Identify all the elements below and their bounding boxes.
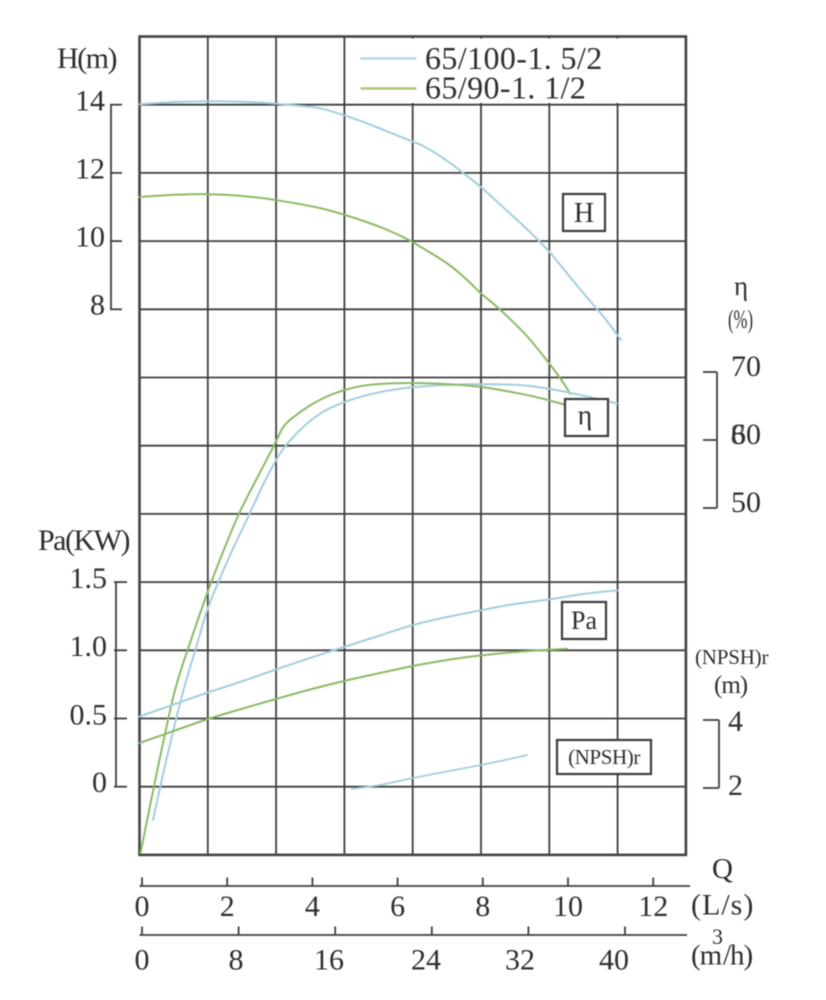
svg-text:1.0: 1.0	[70, 630, 108, 663]
svg-text:(m): (m)	[714, 672, 748, 699]
svg-text:2: 2	[728, 769, 743, 802]
svg-text:8: 8	[731, 418, 746, 451]
svg-text:8: 8	[229, 944, 244, 977]
svg-text:Q: Q	[712, 853, 733, 885]
svg-text:H: H	[574, 198, 594, 229]
svg-text:2: 2	[220, 890, 235, 923]
svg-text:12: 12	[75, 153, 105, 186]
svg-text:12: 12	[638, 890, 668, 923]
svg-text:70: 70	[731, 350, 761, 383]
svg-text:/h): /h)	[723, 940, 753, 972]
svg-text:(NPSH)r: (NPSH)r	[568, 745, 640, 769]
svg-text:40: 40	[599, 944, 629, 977]
svg-text:Pa: Pa	[571, 606, 597, 635]
svg-text:η: η	[578, 401, 593, 432]
svg-text:H(m): H(m)	[57, 42, 116, 75]
svg-text:16: 16	[314, 944, 344, 977]
svg-text:14: 14	[75, 85, 105, 118]
svg-text:4: 4	[305, 890, 320, 923]
svg-text:50: 50	[731, 486, 761, 519]
svg-text:60: 60	[731, 418, 761, 451]
svg-text:8: 8	[475, 890, 490, 923]
svg-text:0: 0	[135, 944, 150, 977]
svg-text:10: 10	[75, 221, 105, 254]
svg-text:η: η	[734, 271, 748, 301]
svg-text:(NPSH)r: (NPSH)r	[695, 645, 768, 669]
svg-text:0.5: 0.5	[70, 699, 108, 732]
svg-text:4: 4	[728, 705, 743, 738]
svg-text:(L/s): (L/s)	[691, 889, 754, 922]
svg-text:3: 3	[712, 924, 723, 949]
svg-text:1.5: 1.5	[70, 562, 108, 595]
svg-text:65/90-1. 1/2: 65/90-1. 1/2	[425, 70, 586, 106]
svg-text:(%): (%)	[728, 305, 753, 334]
svg-text:32: 32	[505, 944, 535, 977]
svg-text:24: 24	[411, 944, 441, 977]
svg-text:(m: (m	[691, 940, 723, 972]
svg-text:65/100-1. 5/2: 65/100-1. 5/2	[425, 40, 603, 76]
svg-text:Pa(KW): Pa(KW)	[38, 524, 129, 557]
svg-text:0: 0	[92, 766, 107, 799]
svg-text:8: 8	[90, 289, 105, 322]
svg-text:10: 10	[553, 890, 583, 923]
svg-text:0: 0	[135, 890, 150, 923]
svg-text:6: 6	[390, 890, 405, 923]
